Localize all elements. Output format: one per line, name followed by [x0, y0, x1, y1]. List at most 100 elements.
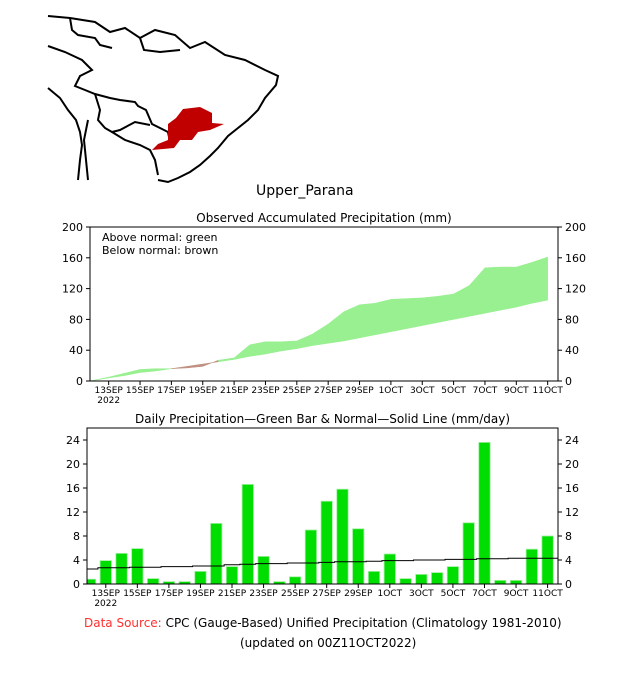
x-tick-label: 29SEP	[345, 386, 374, 396]
precip-bar	[494, 580, 507, 585]
x-tick-label: 7OCT	[472, 589, 497, 599]
precip-bar	[525, 548, 538, 585]
y-tick-label-right: 40	[565, 344, 579, 357]
y-tick-label-right: 12	[565, 506, 579, 519]
y-tick-label-right: 8	[565, 530, 572, 543]
x-tick-label: 15SEP	[123, 589, 152, 599]
precip-bar	[131, 548, 144, 585]
y-tick-label-left: 4	[73, 554, 80, 567]
x-tick-label: 11OCT	[532, 589, 563, 599]
precip-bar	[86, 578, 97, 585]
precip-bar	[320, 500, 333, 585]
plot-frame	[89, 226, 559, 382]
x-tick-label: 3OCT	[410, 386, 435, 396]
y-tick-label-right: 80	[565, 313, 579, 326]
x-tick-label: 5OCT	[441, 589, 466, 599]
y-tick-label-left: 8	[73, 530, 80, 543]
above-normal-area	[359, 302, 376, 339]
x-tick-label: 13SEP	[92, 589, 121, 599]
border	[139, 37, 181, 54]
precip-bar	[99, 560, 112, 585]
precip-bar	[115, 553, 128, 585]
precip-bar	[289, 576, 302, 585]
data-source: Data Source: CPC (Gauge-Based) Unified P…	[84, 616, 562, 630]
y-tick-label-right: 16	[565, 482, 579, 495]
border	[47, 87, 84, 181]
x-tick-year: 2022	[94, 599, 117, 609]
precip-bar	[383, 553, 396, 585]
precip-bar	[241, 483, 254, 585]
above-normal-area	[516, 262, 533, 308]
upper-parana-region	[152, 107, 224, 150]
y-tick-label-left: 20	[66, 458, 80, 471]
x-tick-label: 17SEP	[155, 589, 184, 599]
above-normal-area	[312, 323, 329, 346]
x-tick-label: 25SEP	[283, 386, 312, 396]
y-tick-label-right: 160	[565, 252, 586, 265]
precip-bar	[304, 529, 317, 585]
x-tick-label: 7OCT	[473, 386, 498, 396]
above-normal-area	[108, 372, 125, 379]
above-normal-area	[374, 299, 392, 336]
border	[111, 131, 159, 176]
above-normal-area	[437, 293, 454, 323]
x-tick-label: 17SEP	[157, 386, 186, 396]
precip-bar	[446, 566, 459, 585]
y-tick-label-right: 0	[565, 578, 572, 591]
y-tick-label-right: 200	[565, 221, 586, 234]
x-tick-label: 13SEP	[95, 386, 124, 396]
x-tick-label: 29SEP	[344, 589, 373, 599]
y-tick-label-left: 40	[69, 344, 83, 357]
precip-bar	[399, 578, 412, 585]
border	[94, 93, 151, 134]
precip-bar	[509, 580, 523, 585]
precip-bar	[478, 441, 491, 585]
above-normal-area	[453, 285, 470, 320]
above-normal-area	[249, 341, 266, 357]
y-tick-label-left: 12	[66, 506, 80, 519]
updated-text: (updated on 00Z11OCT2022)	[240, 636, 417, 650]
above-normal-area	[500, 266, 517, 311]
y-tick-label-right: 20	[565, 458, 579, 471]
x-tick-label: 1OCT	[379, 386, 404, 396]
border	[69, 17, 113, 49]
plot-frame	[86, 427, 559, 585]
above-normal-area	[155, 368, 172, 372]
above-normal-area	[327, 311, 345, 344]
x-tick-label: 11OCT	[533, 386, 564, 396]
above-normal-area	[218, 357, 235, 363]
y-tick-label-right: 24	[565, 434, 579, 447]
y-tick-label-right: 0	[565, 375, 572, 388]
above-normal-area	[124, 369, 141, 376]
x-tick-label: 25SEP	[281, 589, 310, 599]
above-normal-area	[89, 376, 109, 382]
x-tick-label: 23SEP	[251, 386, 280, 396]
precip-bar	[431, 572, 444, 585]
x-tick-label: 5OCT	[441, 386, 466, 396]
y-tick-label-left: 120	[62, 283, 83, 296]
below-normal-area	[202, 359, 219, 367]
x-tick-year: 2022	[97, 396, 120, 406]
x-tick-label: 27SEP	[313, 589, 342, 599]
above-normal-area	[343, 304, 360, 342]
chart-title: Observed Accumulated Precipitation (mm)	[196, 211, 451, 225]
precip-bar	[257, 556, 270, 585]
above-normal-area	[139, 368, 156, 373]
y-tick-label-right: 4	[565, 554, 572, 567]
x-tick-label: 19SEP	[186, 589, 215, 599]
precip-bar	[415, 574, 428, 585]
y-tick-label-left: 16	[66, 482, 80, 495]
above-normal-area	[280, 340, 298, 352]
chart-title: Daily Precipitation—Green Bar & Normal—S…	[135, 412, 510, 426]
x-tick-label: 3OCT	[409, 589, 434, 599]
above-normal-area	[531, 256, 548, 304]
precip-bar	[462, 522, 475, 585]
above-normal-area	[469, 267, 486, 317]
precip-bar	[336, 488, 349, 585]
data-source-text: CPC (Gauge-Based) Unified Precipitation …	[165, 616, 562, 630]
y-tick-label-left: 24	[66, 434, 80, 447]
precip-bar	[541, 535, 554, 585]
x-tick-label: 27SEP	[314, 386, 343, 396]
x-tick-label: 19SEP	[189, 386, 218, 396]
